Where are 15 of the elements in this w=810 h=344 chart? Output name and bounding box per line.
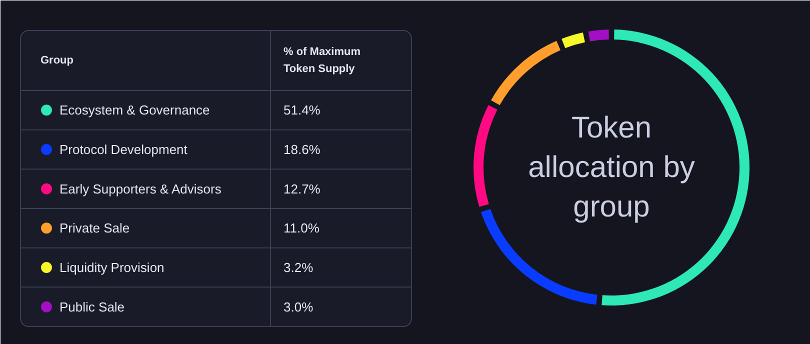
- data-label: 51.4%: [284, 102, 321, 118]
- legend-label: Public Sale: [60, 299, 125, 314]
- text: Token allocation by group: [528, 111, 695, 224]
- data-label: 11.0%: [284, 220, 320, 236]
- legend-label: Early Supporters & Advisors: [60, 181, 222, 196]
- legend-label: Protocol Development: [60, 142, 188, 157]
- data-label: 18.6%: [284, 142, 321, 157]
- legend-label: Private Sale: [60, 220, 130, 236]
- data-label: 3.2%: [284, 260, 314, 275]
- data-label: 12.7%: [284, 181, 321, 196]
- text: % of Maximum Token Supply: [284, 46, 361, 75]
- data-label: 3.0%: [284, 299, 314, 314]
- text: Group: [40, 54, 74, 66]
- legend-label: Liquidity Provision: [60, 260, 164, 275]
- legend-label: Ecosystem & Governance: [60, 102, 210, 118]
